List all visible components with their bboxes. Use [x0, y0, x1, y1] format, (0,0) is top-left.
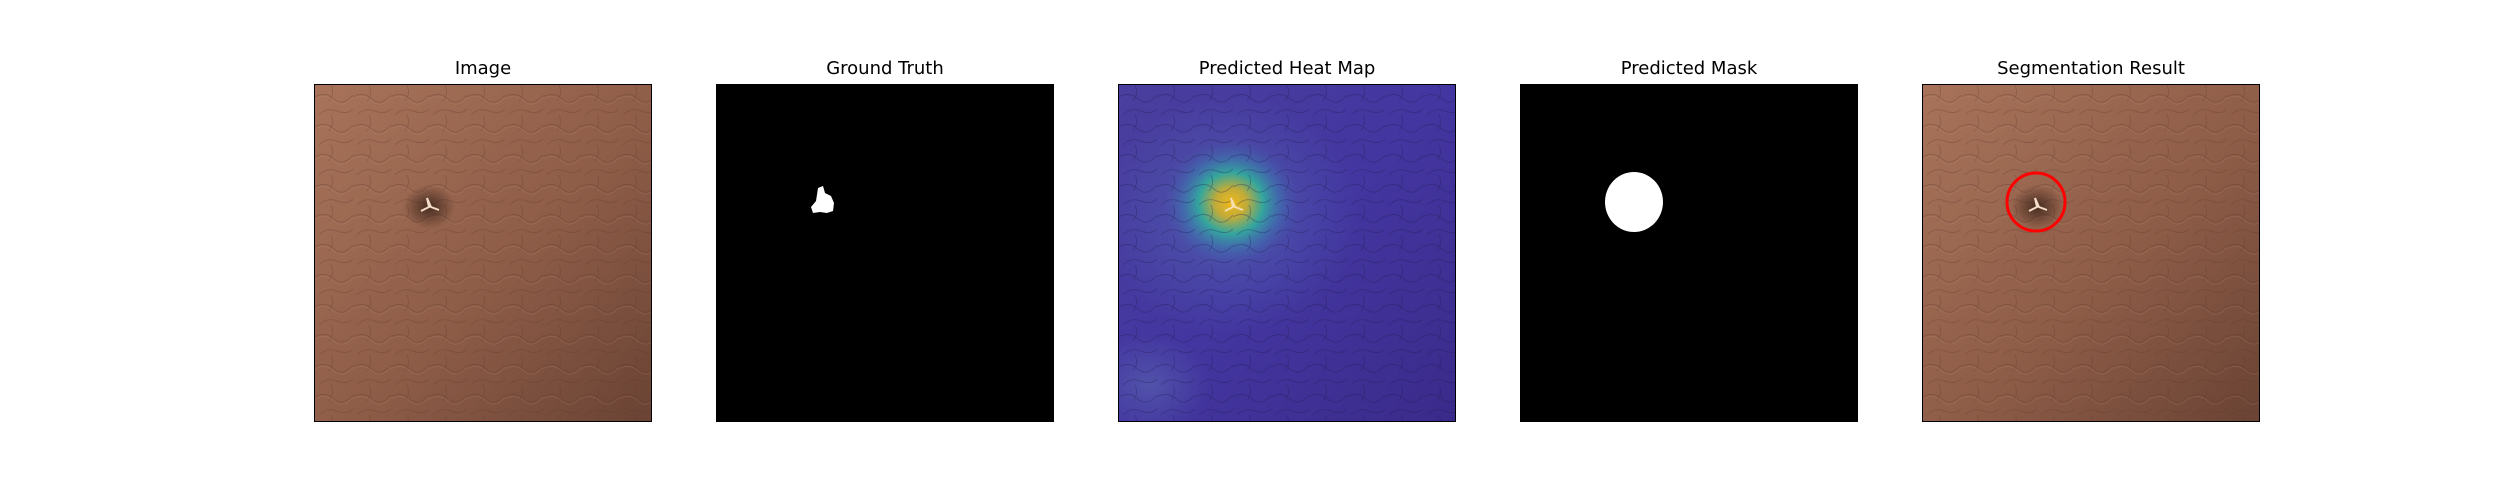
predicted-mask	[1521, 85, 1857, 421]
leather-image	[315, 85, 651, 421]
ground-truth-frame	[716, 84, 1054, 422]
defect-scratch	[420, 197, 440, 212]
predicted-mask-region	[1605, 172, 1663, 232]
panel-title-ground-truth: Ground Truth	[826, 58, 944, 79]
panel-title-segmentation-result: Segmentation Result	[1997, 58, 2185, 79]
segmentation-result-frame	[1922, 84, 2260, 422]
panel-predicted-mask: Predicted Mask	[1520, 0, 1858, 430]
panel-ground-truth: Ground Truth	[716, 0, 1054, 430]
panel-heat-map: Predicted Heat Map	[1118, 0, 1456, 430]
ground-truth-region	[811, 186, 834, 213]
panel-title-heat-map: Predicted Heat Map	[1198, 58, 1376, 79]
image-frame	[314, 84, 652, 422]
heat-map-frame	[1118, 84, 1456, 422]
panel-segmentation-result: Segmentation Result	[1922, 0, 2260, 430]
segmentation-result-image	[1923, 85, 2259, 421]
panel-image: Image	[314, 0, 652, 430]
predicted-mask-frame	[1520, 84, 1858, 422]
heat-map	[1119, 85, 1455, 421]
detection-circle	[2005, 171, 2067, 233]
ground-truth-mask	[717, 85, 1053, 421]
panel-title-image: Image	[454, 58, 512, 79]
panel-title-predicted-mask: Predicted Mask	[1620, 58, 1758, 79]
